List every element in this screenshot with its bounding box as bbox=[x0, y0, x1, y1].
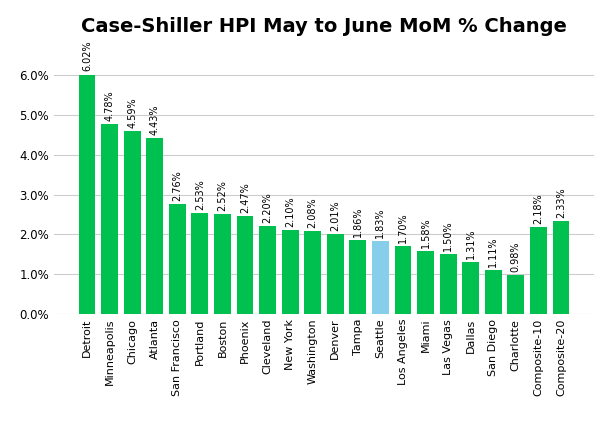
Text: 4.59%: 4.59% bbox=[127, 98, 137, 128]
Text: 2.47%: 2.47% bbox=[240, 182, 250, 212]
Text: 2.01%: 2.01% bbox=[330, 200, 340, 231]
Title: Case-Shiller HPI May to June MoM % Change: Case-Shiller HPI May to June MoM % Chang… bbox=[81, 17, 567, 37]
Bar bbox=[146, 138, 163, 314]
Text: 0.98%: 0.98% bbox=[511, 241, 521, 272]
Text: 2.18%: 2.18% bbox=[533, 194, 544, 224]
Text: 1.70%: 1.70% bbox=[398, 212, 408, 243]
Bar bbox=[169, 204, 186, 314]
Bar bbox=[304, 231, 321, 314]
Bar bbox=[259, 226, 276, 314]
Text: 1.50%: 1.50% bbox=[443, 221, 453, 251]
Text: 2.76%: 2.76% bbox=[172, 170, 182, 201]
Bar bbox=[236, 216, 253, 314]
Bar bbox=[79, 75, 95, 314]
Bar bbox=[372, 241, 389, 314]
Text: 6.02%: 6.02% bbox=[82, 41, 92, 72]
Bar bbox=[281, 231, 299, 314]
Text: 4.78%: 4.78% bbox=[104, 90, 115, 121]
Text: 2.20%: 2.20% bbox=[263, 193, 272, 223]
Text: 1.86%: 1.86% bbox=[353, 206, 363, 237]
Bar bbox=[485, 270, 502, 314]
Text: 2.08%: 2.08% bbox=[308, 198, 318, 228]
Bar bbox=[530, 227, 547, 314]
Text: 2.10%: 2.10% bbox=[285, 197, 295, 227]
Bar bbox=[440, 254, 457, 314]
Text: 1.58%: 1.58% bbox=[421, 217, 431, 248]
Bar bbox=[417, 251, 434, 314]
Text: 1.11%: 1.11% bbox=[488, 236, 498, 266]
Bar bbox=[101, 124, 118, 314]
Text: 4.43%: 4.43% bbox=[150, 104, 160, 135]
Bar bbox=[124, 132, 140, 314]
Text: 1.83%: 1.83% bbox=[376, 208, 385, 238]
Bar bbox=[349, 240, 367, 314]
Text: 1.31%: 1.31% bbox=[466, 228, 476, 259]
Bar bbox=[214, 214, 231, 314]
Text: 2.53%: 2.53% bbox=[195, 180, 205, 210]
Bar bbox=[508, 275, 524, 314]
Bar bbox=[395, 246, 412, 314]
Bar bbox=[462, 262, 479, 314]
Bar bbox=[191, 213, 208, 314]
Bar bbox=[327, 234, 344, 314]
Text: 2.33%: 2.33% bbox=[556, 187, 566, 218]
Bar bbox=[553, 221, 569, 314]
Text: 2.52%: 2.52% bbox=[217, 180, 227, 211]
